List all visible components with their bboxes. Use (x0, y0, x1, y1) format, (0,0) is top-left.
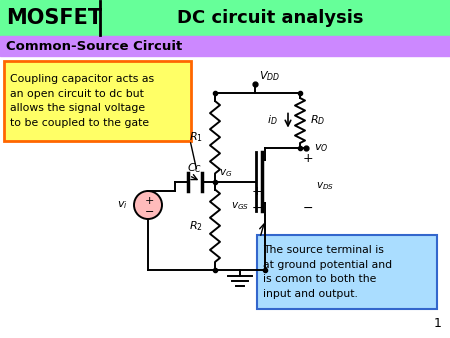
Bar (100, 0, 450, 36)
Text: $R_2$: $R_2$ (189, 219, 203, 233)
Text: 1: 1 (434, 317, 442, 330)
Bar (0, 56, 450, 338)
Text: $C_C$: $C_C$ (187, 162, 202, 175)
Text: $v_O$: $v_O$ (314, 142, 328, 154)
Text: $v_{DS}$: $v_{DS}$ (316, 180, 334, 192)
Text: The source terminal is
at ground potential and
is comon to both the
input and ou: The source terminal is at ground potenti… (263, 245, 392, 298)
Text: +: + (144, 196, 154, 206)
Text: $R_1$: $R_1$ (189, 130, 203, 144)
Text: $v_{GS}$: $v_{GS}$ (231, 200, 249, 212)
Text: +: + (252, 185, 262, 198)
FancyBboxPatch shape (4, 61, 191, 141)
Text: $v_i$: $v_i$ (117, 199, 128, 211)
Text: $-$: $-$ (144, 205, 154, 215)
Text: $V_{DD}$: $V_{DD}$ (259, 69, 280, 83)
Text: $-$: $-$ (252, 200, 262, 214)
Text: $v_G$: $v_G$ (219, 168, 232, 179)
Circle shape (134, 191, 162, 219)
Bar (0, 0, 100, 36)
Text: MOSFET: MOSFET (6, 8, 102, 28)
Text: $-$: $-$ (302, 200, 314, 214)
Bar (0, 36, 450, 56)
Text: $i_D$: $i_D$ (267, 114, 278, 127)
FancyBboxPatch shape (257, 235, 437, 309)
Text: DC circuit analysis: DC circuit analysis (177, 9, 363, 27)
Text: $R_D$: $R_D$ (310, 114, 325, 127)
Text: +: + (303, 151, 313, 165)
Text: Coupling capacitor acts as
an open circuit to dc but
allows the signal voltage
t: Coupling capacitor acts as an open circu… (10, 74, 154, 128)
Text: Common-Source Circuit: Common-Source Circuit (6, 40, 182, 52)
